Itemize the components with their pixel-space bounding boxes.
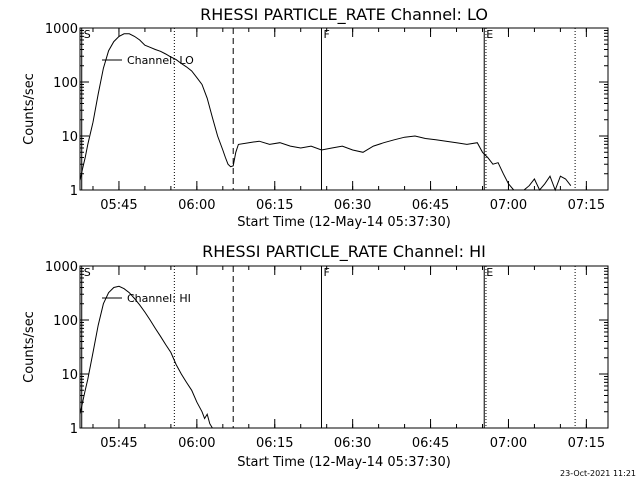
y-tick-label: 100 [53, 314, 78, 329]
x-tick-label: 06:00 [178, 436, 215, 451]
event-marker-label: S [84, 28, 91, 41]
x-tick-label: 05:45 [100, 198, 137, 213]
y-minor-ticks [80, 29, 608, 175]
x-tick-label: 06:00 [178, 198, 215, 213]
event-marker-label: E [486, 28, 493, 41]
x-tick-label: 07:15 [568, 436, 605, 451]
y-tick-label: 100 [53, 76, 78, 91]
y-axis-label: Counts/sec [22, 311, 37, 383]
plot-frame [79, 27, 609, 191]
chart-panel-2: RHESSI PARTICLE_RATE Channel: HI 1 10 100 10… [22, 242, 609, 470]
event-marker-label: E [486, 266, 493, 279]
x-tick-label: 06:15 [256, 198, 293, 213]
x-tick-label: 06:45 [412, 436, 449, 451]
y-tick-label: 1 [70, 184, 78, 199]
plot-frame [79, 265, 609, 429]
y-tick-label: 10 [61, 130, 78, 145]
event-marker-label: S [84, 266, 91, 279]
y-tick-label: 1 [70, 422, 78, 437]
x-tick-label: 06:30 [334, 436, 371, 451]
x-tick-label: 06:45 [412, 198, 449, 213]
chart-panel-1: RHESSI PARTICLE_RATE Channel: LO 1 10 100 10… [22, 5, 609, 230]
chart-title: RHESSI PARTICLE_RATE Channel: HI [202, 242, 486, 262]
x-tick-label: 06:15 [256, 436, 293, 451]
event-marker-label: F [323, 28, 329, 41]
x-axis-label: Start Time (12-May-14 05:37:30) [237, 215, 451, 230]
series-line [79, 33, 572, 192]
y-tick-label: 1000 [45, 22, 78, 37]
legend-label: Channel: LO [127, 54, 194, 67]
y-tick-label: 1000 [45, 260, 78, 275]
y-tick-label: 10 [61, 368, 78, 383]
x-tick-label: 07:15 [568, 198, 605, 213]
x-tick-label: 06:30 [334, 198, 371, 213]
footer-date: 23-Oct-2021 11:21 [560, 469, 636, 478]
series-line [79, 285, 213, 429]
chart-title: RHESSI PARTICLE_RATE Channel: LO [200, 5, 488, 25]
event-marker-label: F [323, 266, 329, 279]
y-axis-label: Counts/sec [22, 73, 37, 145]
x-tick-label: 07:00 [490, 198, 527, 213]
x-axis-label: Start Time (12-May-14 05:37:30) [237, 455, 451, 470]
legend-label: Channel: HI [127, 292, 191, 305]
x-tick-label: 05:45 [100, 436, 137, 451]
y-minor-ticks [80, 267, 608, 413]
x-tick-label: 07:00 [490, 436, 527, 451]
